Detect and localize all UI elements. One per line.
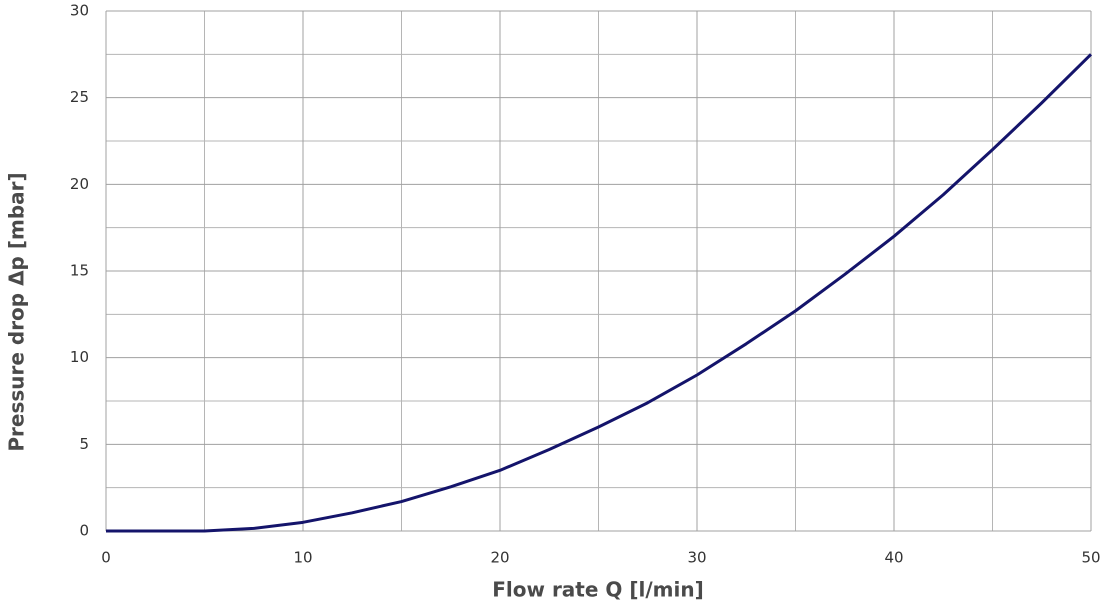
x-tick-label: 10 <box>293 549 312 567</box>
y-tick-label: 0 <box>79 522 89 540</box>
x-axis-title: Flow rate Q [l/min] <box>492 578 703 602</box>
y-tick-label: 5 <box>79 435 89 453</box>
y-tick-label: 20 <box>70 175 89 193</box>
x-tick-label: 30 <box>687 549 706 567</box>
data-line <box>106 53 1093 533</box>
x-tick-label: 50 <box>1081 549 1100 567</box>
y-axis-title: Pressure drop Δp [mbar] <box>5 172 29 451</box>
x-tick-label: 20 <box>490 549 509 567</box>
y-tick-label: 30 <box>70 2 89 20</box>
y-tick-label: 15 <box>70 262 89 280</box>
y-tick-label: 25 <box>70 88 89 106</box>
x-tick-label: 40 <box>884 549 903 567</box>
y-tick-label: 10 <box>70 348 89 366</box>
x-tick-label: 0 <box>101 549 111 567</box>
